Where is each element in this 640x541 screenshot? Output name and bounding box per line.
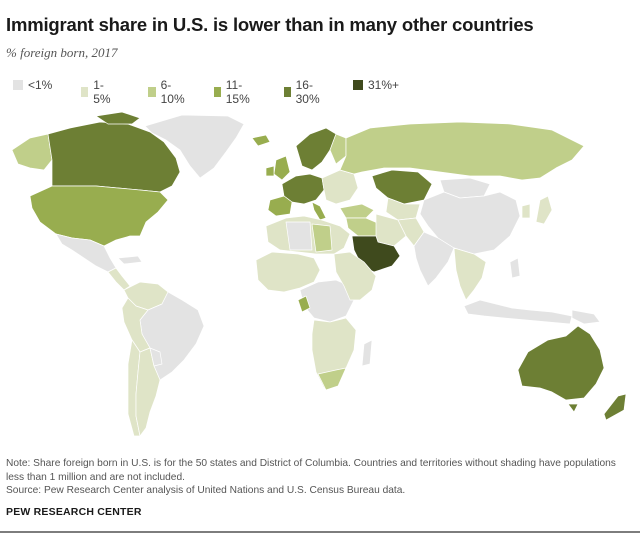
- legend-label: 11-15%: [225, 78, 250, 106]
- algeria: [285, 221, 313, 251]
- russia: [339, 121, 585, 181]
- italy: [311, 201, 327, 221]
- eastern-europe: [321, 169, 359, 205]
- legend-item-6-10: 6-10%: [148, 78, 187, 106]
- legend-item-11-15: 11-15%: [214, 78, 253, 106]
- korea: [521, 203, 531, 219]
- source-text: Source: Pew Research Center analysis of …: [6, 485, 406, 496]
- iceland: [251, 134, 271, 147]
- china: [419, 191, 521, 255]
- note-text: Note: Share foreign born in U.S. is for …: [6, 458, 616, 483]
- new-zealand: [603, 393, 627, 421]
- legend-label: <1%: [28, 78, 53, 92]
- levant-iraq: [345, 217, 381, 237]
- papua: [571, 309, 601, 325]
- legend-label: 31%+: [368, 78, 400, 92]
- alaska: [11, 133, 53, 171]
- world-map: [11, 111, 627, 437]
- turkey: [339, 203, 375, 219]
- india: [413, 231, 455, 287]
- tasmania: [567, 403, 579, 413]
- kazakhstan: [371, 169, 433, 205]
- legend-swatch: [353, 80, 363, 90]
- ireland: [265, 165, 275, 177]
- southeast-asia: [453, 247, 487, 301]
- map-title: Immigrant share in U.S. is lower than in…: [6, 14, 534, 35]
- indonesia: [463, 299, 573, 325]
- brand-logo-text: PEW RESEARCH CENTER: [6, 506, 142, 518]
- legend-swatch: [81, 87, 89, 97]
- scandinavia: [295, 127, 337, 171]
- paraguay: [149, 347, 163, 367]
- libya: [311, 223, 333, 253]
- legend-swatch: [214, 87, 221, 97]
- united-states: [29, 185, 169, 247]
- australia: [517, 325, 605, 401]
- greenland: [144, 114, 245, 179]
- bottom-rule: [0, 531, 640, 533]
- japan: [535, 195, 553, 225]
- legend-label: 6-10%: [160, 78, 185, 106]
- east-africa: [333, 251, 377, 301]
- west-africa: [255, 251, 321, 293]
- cuba: [117, 255, 143, 265]
- united-kingdom: [273, 155, 291, 181]
- madagascar: [361, 339, 373, 367]
- legend-label: 16-30%: [295, 78, 320, 106]
- gabon: [297, 295, 311, 313]
- legend-swatch: [284, 87, 291, 97]
- legend-label: 1-5%: [93, 78, 111, 106]
- legend-item-16-30: 16-30%: [284, 78, 323, 106]
- map-subtitle: % foreign born, 2017: [6, 45, 118, 60]
- legend-swatch: [148, 87, 156, 97]
- legend-item-1-5: 1-5%: [81, 78, 113, 106]
- philippines: [509, 257, 521, 279]
- legend-swatch: [13, 80, 23, 90]
- legend-item-31-plus: 31%+: [353, 78, 399, 92]
- south-africa: [317, 367, 347, 391]
- central-america: [107, 267, 131, 291]
- central-africa: [299, 279, 355, 323]
- iberia: [267, 195, 293, 217]
- arctic-islands: [95, 111, 141, 125]
- legend-item-lt1: <1%: [13, 78, 52, 92]
